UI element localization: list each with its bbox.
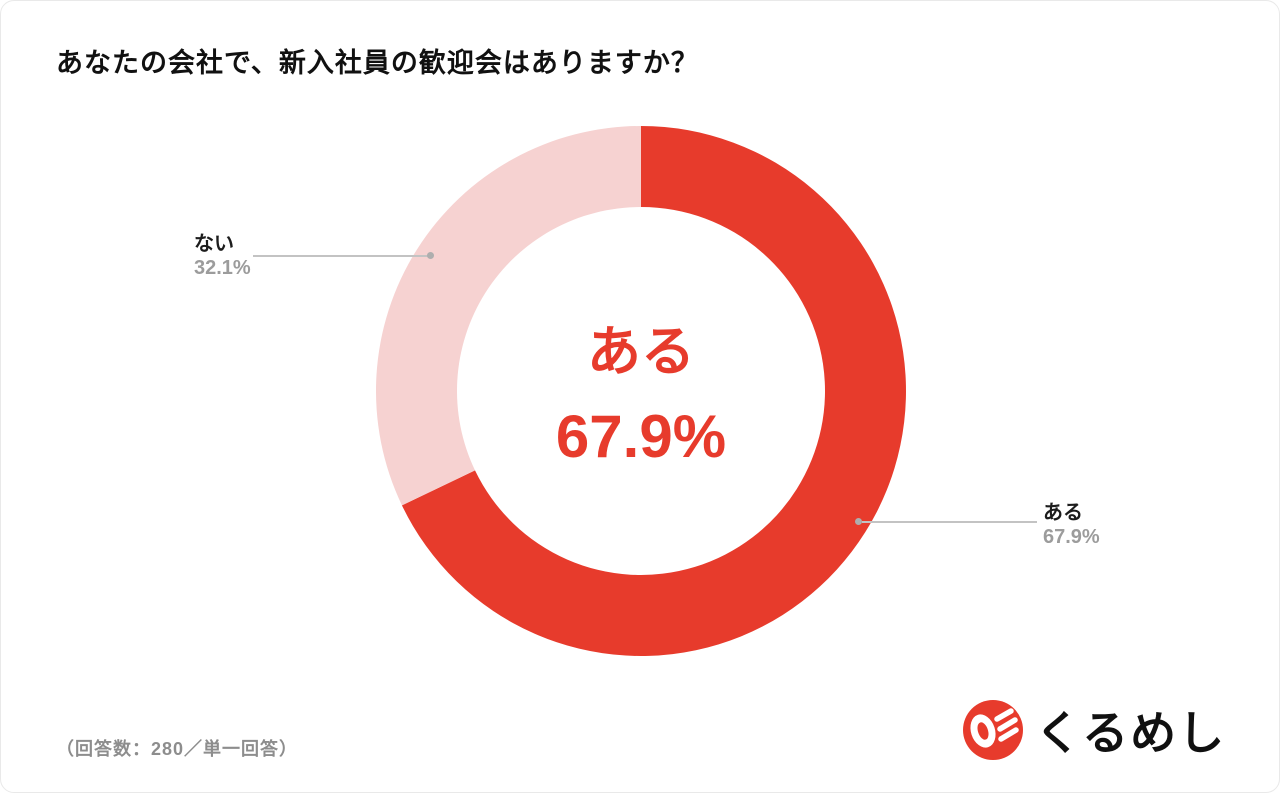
callout-nai: ない 32.1% bbox=[194, 232, 251, 280]
donut-segment-1 bbox=[375, 126, 641, 506]
callout-aru-label: ある bbox=[1043, 502, 1083, 524]
callout-aru-value: 67.9% bbox=[1043, 526, 1100, 548]
leader-line-right bbox=[862, 521, 1037, 523]
leader-line-left bbox=[253, 255, 429, 257]
leader-dot-left bbox=[427, 252, 434, 259]
brand-logo: くるめし bbox=[961, 697, 1226, 763]
donut-center-label: ある 67.9% bbox=[441, 307, 841, 471]
page-title: あなたの会社で、新入社員の歓迎会はありますか？ bbox=[56, 48, 699, 78]
center-category-label: ある bbox=[587, 322, 695, 382]
center-value-label: 67.9% bbox=[555, 403, 727, 470]
donut-chart bbox=[369, 119, 913, 663]
callout-nai-value: 32.1% bbox=[194, 257, 251, 279]
brand-logo-text: くるめし bbox=[1035, 707, 1227, 759]
callout-nai-label: ない bbox=[194, 233, 234, 255]
leader-dot-right bbox=[855, 518, 862, 525]
sample-size-note: （回答数：280／単一回答） bbox=[56, 739, 299, 759]
callout-aru: ある 67.9% bbox=[1043, 501, 1100, 549]
donut-segment-0 bbox=[401, 126, 906, 656]
kurumeshi-logo-icon bbox=[963, 700, 1023, 760]
donut-chart-svg bbox=[375, 126, 906, 656]
